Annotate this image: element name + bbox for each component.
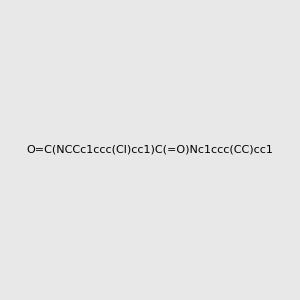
Text: O=C(NCCc1ccc(Cl)cc1)C(=O)Nc1ccc(CC)cc1: O=C(NCCc1ccc(Cl)cc1)C(=O)Nc1ccc(CC)cc1 — [27, 145, 273, 155]
